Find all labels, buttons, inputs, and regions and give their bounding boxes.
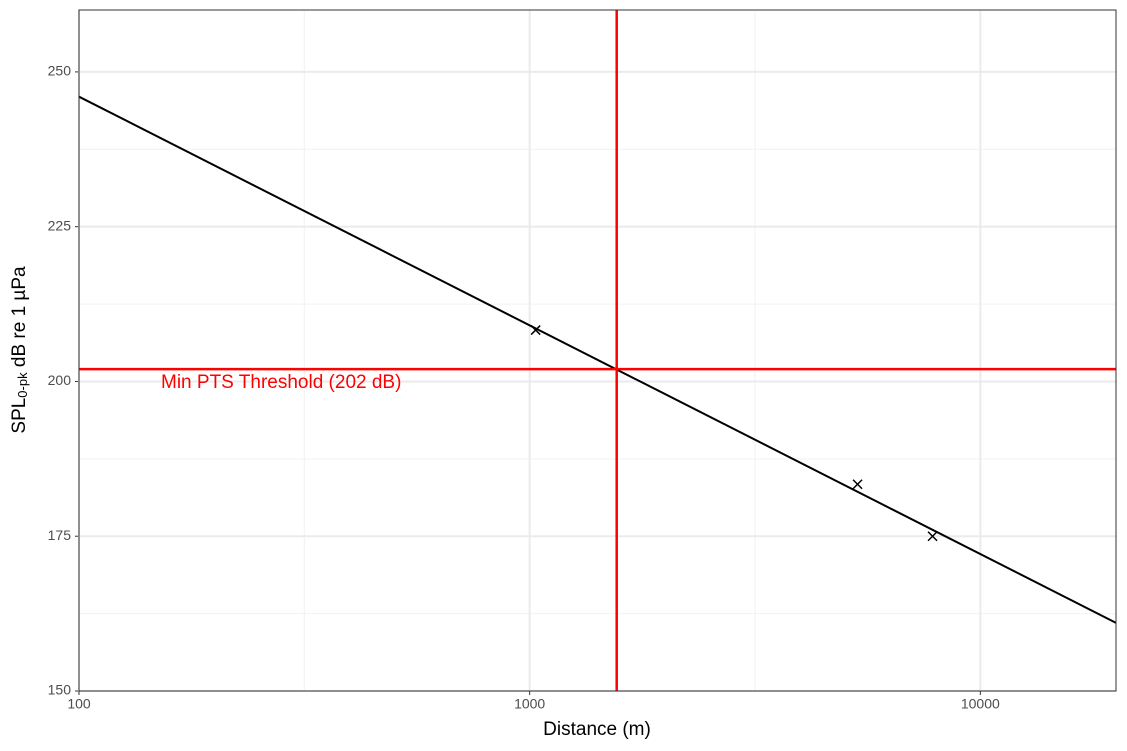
plot-border [78,9,1117,692]
data-point [530,325,541,336]
y-tick-label: 150 [48,682,72,698]
data-point [852,479,863,490]
y-tick-label: 225 [48,217,72,233]
x-tick-label: 100 [67,696,91,712]
y-title-sub: 0-pk [15,372,30,398]
x-tick-label: 1000 [514,696,545,712]
y-tick-label: 200 [48,372,72,388]
x-tick-label: 10000 [961,696,1000,712]
y-axis-title: SPL0-pk dB re 1 µPa [9,266,30,434]
x-axis-title: Distance (m) [543,719,651,740]
fit-line [78,95,1117,624]
y-title-rest: dB re 1 µPa [9,266,30,372]
y-tick-label: 175 [48,527,72,543]
data-point [927,531,938,542]
y-title-main: SPL [9,398,30,434]
y-tick-label: 250 [48,63,72,79]
threshold-label: Min PTS Threshold (202 dB) [161,372,401,393]
